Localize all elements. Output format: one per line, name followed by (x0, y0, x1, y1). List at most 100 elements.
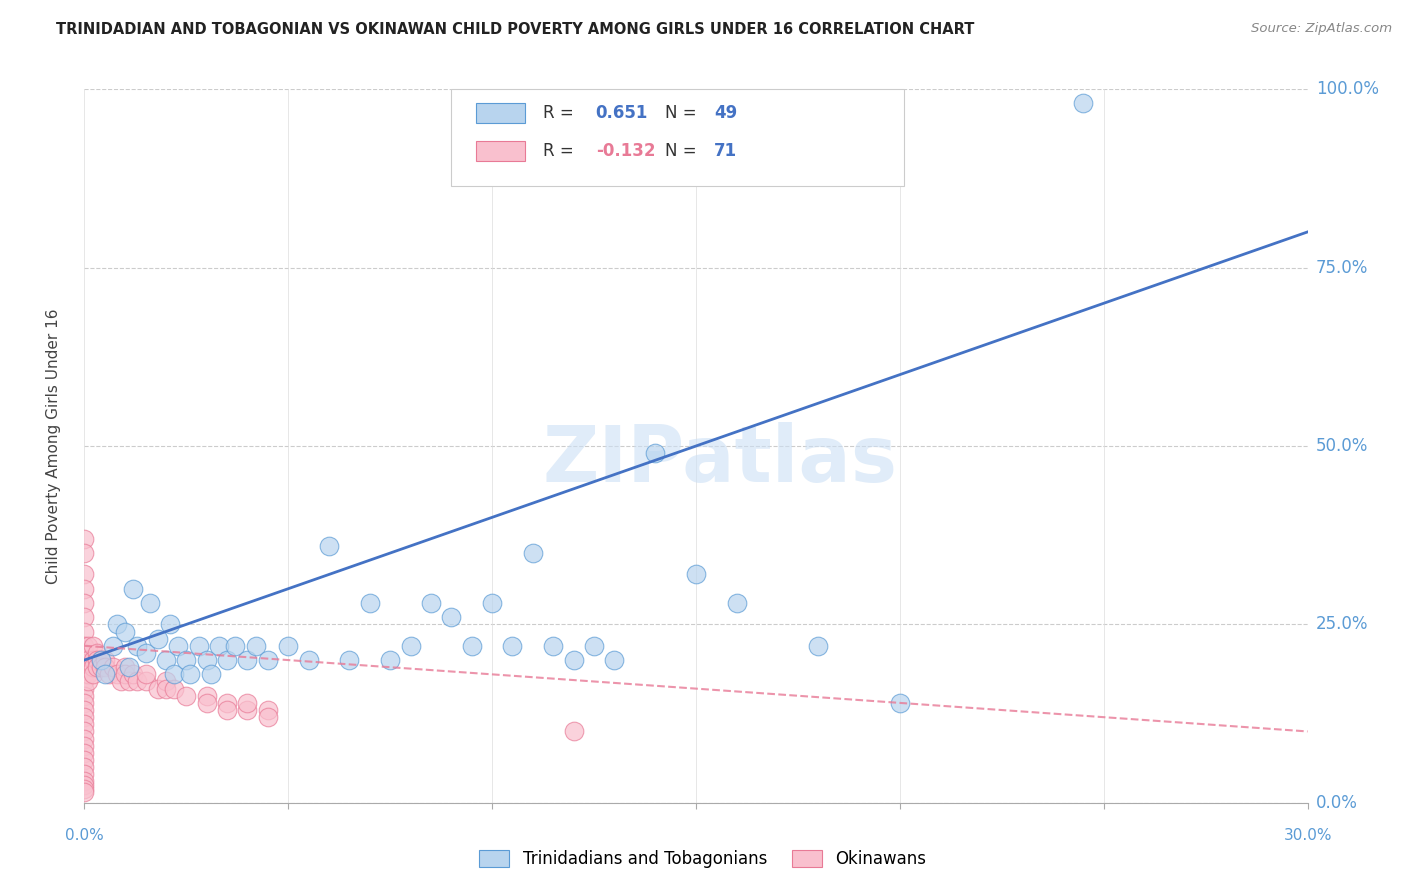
Text: R =: R = (543, 104, 579, 122)
Point (82, 639, 104, 653)
Point (101, 639, 124, 653)
Point (73, 681, 96, 696)
Text: 30.0%: 30.0% (1284, 828, 1331, 843)
Point (380, 653, 402, 667)
Point (73, 653, 96, 667)
Legend: Trinidadians and Tobagonians, Okinawans: Trinidadians and Tobagonians, Okinawans (472, 843, 934, 875)
Point (73, 753, 96, 767)
Point (807, 639, 830, 653)
Point (146, 632, 169, 646)
Point (1071, 96, 1094, 111)
Point (208, 639, 231, 653)
Point (86, 660, 108, 674)
Point (522, 546, 544, 560)
Point (90, 653, 112, 667)
Point (90, 660, 112, 674)
Point (73, 610, 96, 624)
Point (93, 653, 115, 667)
Point (73, 689, 96, 703)
Point (105, 617, 128, 632)
Point (114, 624, 136, 639)
Text: 71: 71 (714, 142, 737, 160)
Point (73, 760, 96, 774)
Text: -0.132: -0.132 (596, 142, 655, 160)
Text: 0.0%: 0.0% (65, 828, 104, 843)
Point (82, 653, 104, 667)
Point (461, 639, 484, 653)
Point (127, 674, 149, 689)
Text: 0.651: 0.651 (596, 104, 648, 122)
Point (73, 546, 96, 560)
Point (236, 653, 259, 667)
Point (73, 785, 96, 799)
Point (122, 667, 145, 681)
Point (114, 660, 136, 674)
Point (146, 681, 169, 696)
Point (77, 667, 100, 681)
Point (174, 653, 197, 667)
Text: ZIPatlas: ZIPatlas (543, 422, 898, 499)
Point (110, 674, 132, 689)
Point (163, 667, 186, 681)
FancyBboxPatch shape (451, 89, 904, 186)
Point (73, 778, 96, 792)
Point (298, 653, 321, 667)
Point (77, 653, 100, 667)
Y-axis label: Child Poverty Among Girls Under 16: Child Poverty Among Girls Under 16 (46, 309, 60, 583)
Point (440, 610, 463, 624)
Point (73, 646, 96, 660)
Point (217, 653, 239, 667)
Point (118, 660, 141, 674)
Point (217, 703, 239, 717)
Point (562, 653, 585, 667)
Text: Source: ZipAtlas.com: Source: ZipAtlas.com (1251, 22, 1392, 36)
Point (114, 667, 136, 681)
Point (187, 639, 209, 653)
Point (101, 660, 124, 674)
Text: R =: R = (543, 142, 579, 160)
Point (90, 653, 112, 667)
Point (73, 710, 96, 724)
Point (399, 639, 422, 653)
Point (73, 660, 96, 674)
Point (97, 667, 120, 681)
Point (889, 696, 911, 710)
Point (73, 724, 96, 739)
Point (236, 696, 259, 710)
Point (73, 739, 96, 753)
Point (82, 667, 104, 681)
Point (135, 667, 157, 681)
Point (73, 717, 96, 731)
Point (174, 689, 197, 703)
Point (155, 681, 177, 696)
Point (245, 639, 267, 653)
Point (118, 674, 141, 689)
Point (122, 582, 145, 596)
Point (93, 660, 115, 674)
Point (73, 639, 96, 653)
Point (86, 653, 108, 667)
Point (582, 639, 605, 653)
Point (318, 539, 340, 553)
Point (77, 660, 100, 674)
FancyBboxPatch shape (475, 103, 524, 123)
Point (93, 667, 115, 681)
Point (179, 667, 201, 681)
Text: 50.0%: 50.0% (1316, 437, 1368, 455)
Text: N =: N = (665, 104, 702, 122)
Point (644, 446, 666, 460)
Point (195, 689, 218, 703)
Point (135, 674, 157, 689)
Point (257, 653, 280, 667)
Point (77, 639, 100, 653)
Point (73, 731, 96, 746)
Point (277, 639, 299, 653)
Point (105, 667, 128, 681)
Point (359, 596, 381, 610)
Point (725, 596, 748, 610)
Point (73, 532, 96, 546)
Text: 25.0%: 25.0% (1316, 615, 1368, 633)
Point (195, 653, 218, 667)
Point (603, 653, 626, 667)
Point (73, 674, 96, 689)
